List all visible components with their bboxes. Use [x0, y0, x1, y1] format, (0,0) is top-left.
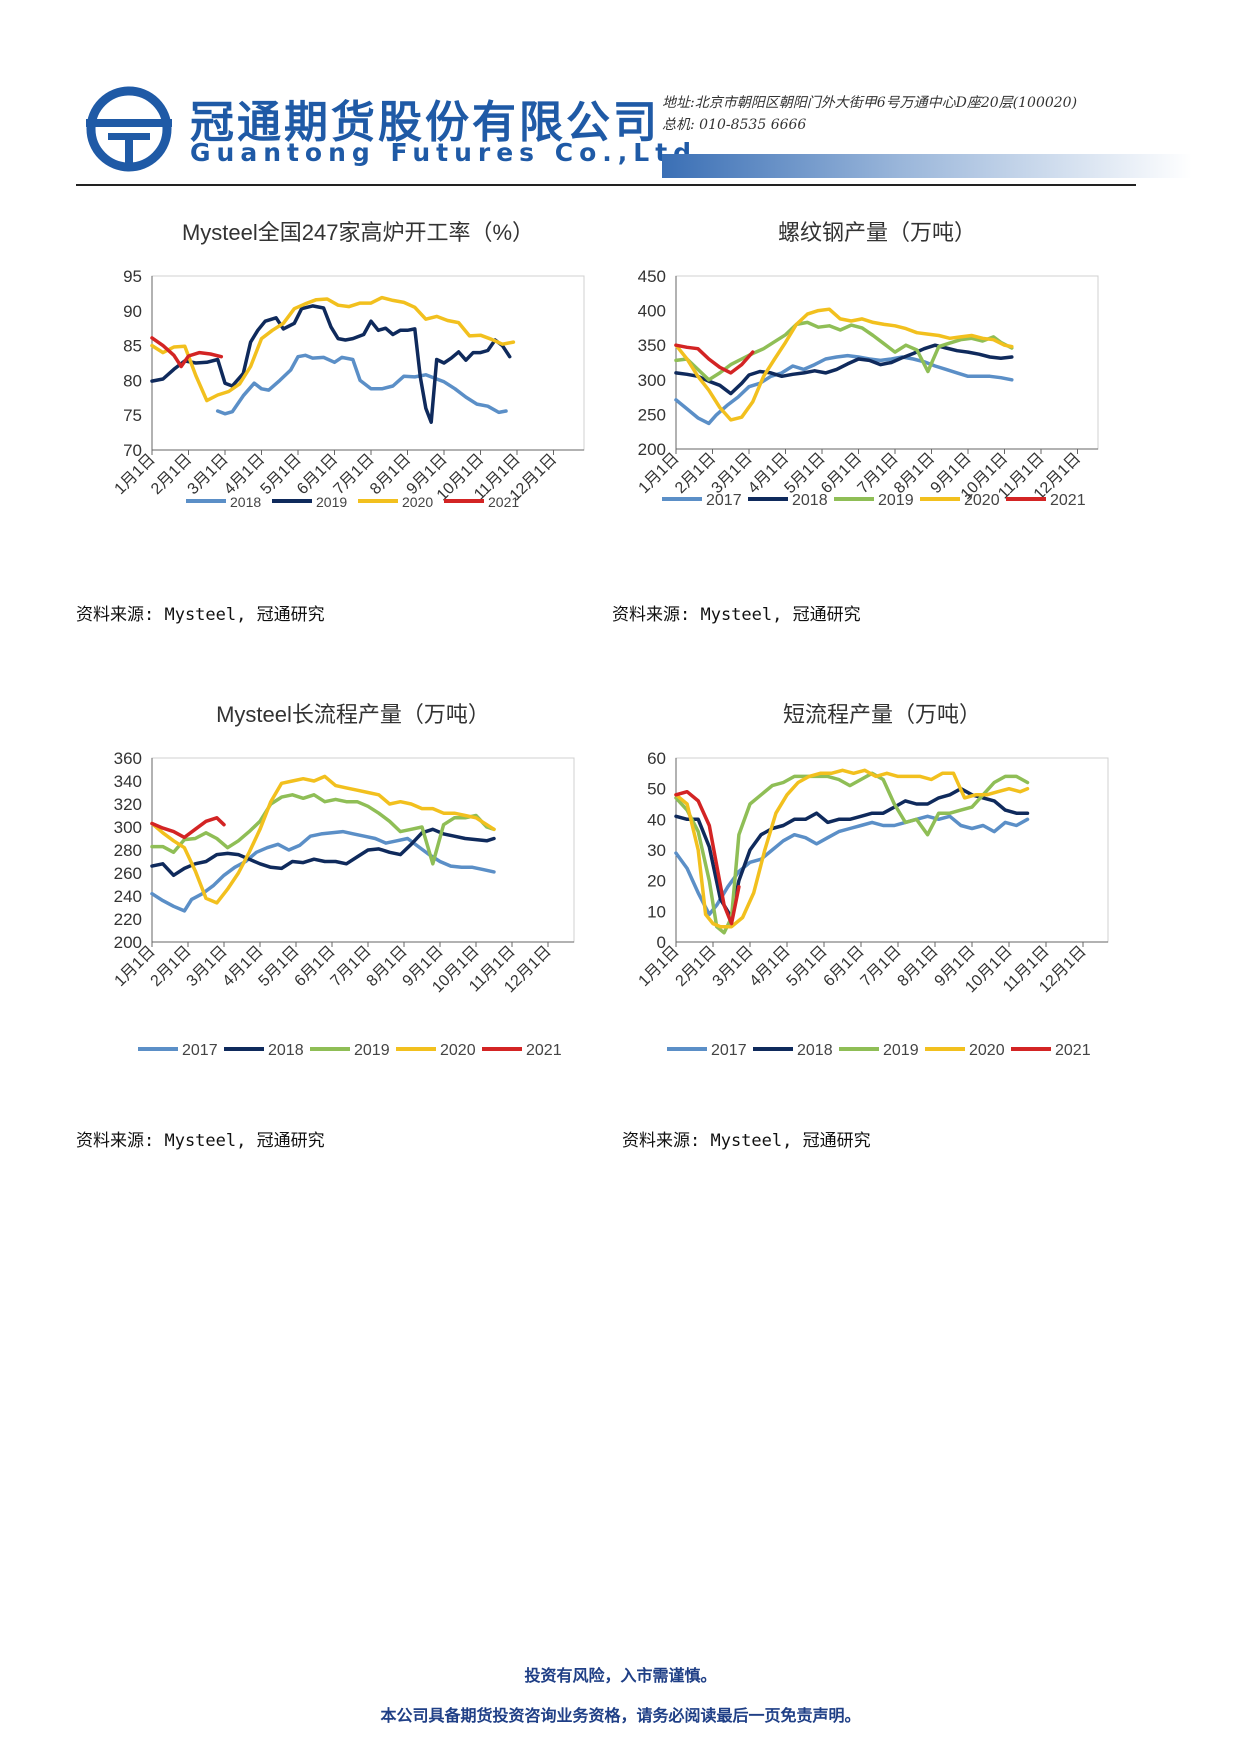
- legend-label: 2019: [878, 492, 914, 509]
- series-line-2017: [674, 814, 1030, 917]
- chart-title: 短流程产量（万吨）: [783, 702, 981, 727]
- legend-label: 2018: [268, 1042, 304, 1059]
- y-tick-label: 60: [647, 749, 666, 768]
- series-line-2020: [150, 295, 516, 403]
- y-tick-label: 10: [647, 902, 666, 921]
- series-line-2020: [150, 774, 496, 905]
- legend-label: 2019: [316, 494, 347, 510]
- series-line-2017: [674, 353, 1014, 426]
- y-tick-label: 340: [114, 772, 142, 791]
- y-tick-label: 280: [114, 841, 142, 860]
- chart-title: Mysteel全国247家高炉开工率（%）: [182, 220, 534, 245]
- chart-title: 螺纹钢产量（万吨）: [778, 220, 976, 245]
- series-line-2020: [674, 768, 1030, 929]
- legend-label: 2021: [526, 1042, 562, 1059]
- legend-label: 2017: [706, 492, 742, 509]
- y-tick-label: 240: [114, 887, 142, 906]
- series-line-2017: [150, 829, 496, 913]
- y-tick-label: 200: [114, 933, 142, 952]
- y-tick-label: 200: [638, 440, 666, 459]
- chart-long-process-output: Mysteel长流程产量（万吨） 200 220 240 260 280 300 320 340…: [112, 702, 575, 1059]
- legend-label: 2021: [488, 494, 519, 510]
- y-tick-label: 250: [638, 405, 666, 424]
- legend-label: 2018: [797, 1042, 833, 1059]
- company-name-cn: 冠通期货股份有限公司: [190, 97, 660, 148]
- series-line-2021: [150, 816, 226, 840]
- y-tick-label: 30: [647, 841, 666, 860]
- y-tick-label: 260: [114, 864, 142, 883]
- y-tick-label: 350: [638, 336, 666, 355]
- y-tick-label: 90: [123, 302, 142, 321]
- source-note: 资料来源: Mysteel, 冠通研究: [76, 1131, 325, 1151]
- series-line-2019: [150, 793, 496, 866]
- y-tick-label: 450: [638, 267, 666, 286]
- company-logo: [86, 86, 172, 172]
- series-line-2018: [674, 343, 1014, 396]
- series-line-2018: [215, 353, 508, 416]
- risk-warning: 投资有风险，入市需谨慎。: [524, 1666, 717, 1685]
- plot-area: [675, 757, 1109, 943]
- legend-label: 2019: [354, 1042, 390, 1059]
- legend-label: 2020: [440, 1042, 476, 1059]
- y-tick-label: 80: [123, 371, 142, 390]
- chart-title: Mysteel长流程产量（万吨）: [216, 702, 490, 727]
- company-address: 地址:北京市朝阳区朝阳门外大街甲6号万通中心D座20层(100020): [662, 95, 1078, 111]
- series-line-2021: [674, 789, 741, 926]
- y-tick-label: 20: [647, 872, 666, 891]
- legend-label: 2019: [883, 1042, 919, 1059]
- x-tick-label: 4月1日: [747, 943, 794, 990]
- header-gradient-bar: [662, 154, 1192, 178]
- header-divider: [76, 184, 1136, 186]
- legend-label: 2020: [964, 492, 1000, 509]
- y-tick-label: 75: [123, 406, 142, 425]
- x-tick-label: 6月1日: [821, 943, 868, 990]
- y-tick-label: 50: [647, 780, 666, 799]
- y-tick-label: 300: [114, 818, 142, 837]
- legend-label: 2021: [1055, 1042, 1091, 1059]
- x-tick-label: 3月1日: [710, 943, 757, 990]
- source-note: 资料来源: Mysteel, 冠通研究: [612, 605, 861, 625]
- legend-label: 2021: [1050, 492, 1086, 509]
- chart-short-process-output: 短流程产量（万吨）01020304050601月1日2月1日3月1日4月1日5月…: [636, 702, 1109, 1059]
- legend-label: 2017: [711, 1042, 747, 1059]
- series-line-2020: [674, 307, 1014, 422]
- chart-blast-furnace-rate: Mysteel全国247家高炉开工率（%）7075808590951月1日2月1…: [112, 220, 585, 510]
- y-tick-label: 220: [114, 910, 142, 929]
- x-tick-label: 8月1日: [895, 943, 942, 990]
- x-tick-label: 7月1日: [858, 943, 905, 990]
- y-tick-label: 360: [114, 749, 142, 768]
- x-tick-label: 2月1日: [673, 943, 720, 990]
- disclaimer-note: 本公司具备期货投资咨询业务资格，请务必阅读最后一页免责声明。: [380, 1706, 861, 1725]
- company-phone: 总机: 010-8535 6666: [662, 117, 807, 133]
- y-tick-label: 320: [114, 795, 142, 814]
- company-name-en: Guantong Futures Co.,Ltd: [190, 138, 698, 167]
- chart-rebar-output: 螺纹钢产量（万吨）2002503003504004501月1日2月1日3月1日4…: [636, 220, 1099, 509]
- legend-label: 2020: [969, 1042, 1005, 1059]
- series-line-2018: [674, 786, 1030, 920]
- plot-area: [151, 757, 575, 943]
- series-line-2019: [150, 304, 512, 424]
- series-line-2019: [674, 320, 1014, 382]
- legend-label: 2018: [792, 492, 828, 509]
- y-tick-label: 40: [647, 810, 666, 829]
- y-tick-label: 400: [638, 302, 666, 321]
- y-tick-label: 0: [657, 933, 666, 952]
- legend-label: 2020: [402, 494, 433, 510]
- legend-label: 2017: [182, 1042, 218, 1059]
- series-line-2021: [150, 336, 224, 369]
- source-note: 资料来源: Mysteel, 冠通研究: [76, 605, 325, 625]
- y-tick-label: 300: [638, 371, 666, 390]
- source-note: 资料来源: Mysteel, 冠通研究: [622, 1131, 871, 1151]
- y-tick-label: 70: [123, 441, 142, 460]
- series-line-2021: [674, 343, 755, 375]
- x-tick-label: 5月1日: [784, 943, 831, 990]
- y-tick-label: 95: [123, 267, 142, 286]
- legend-label: 2018: [230, 494, 261, 510]
- y-tick-label: 85: [123, 337, 142, 356]
